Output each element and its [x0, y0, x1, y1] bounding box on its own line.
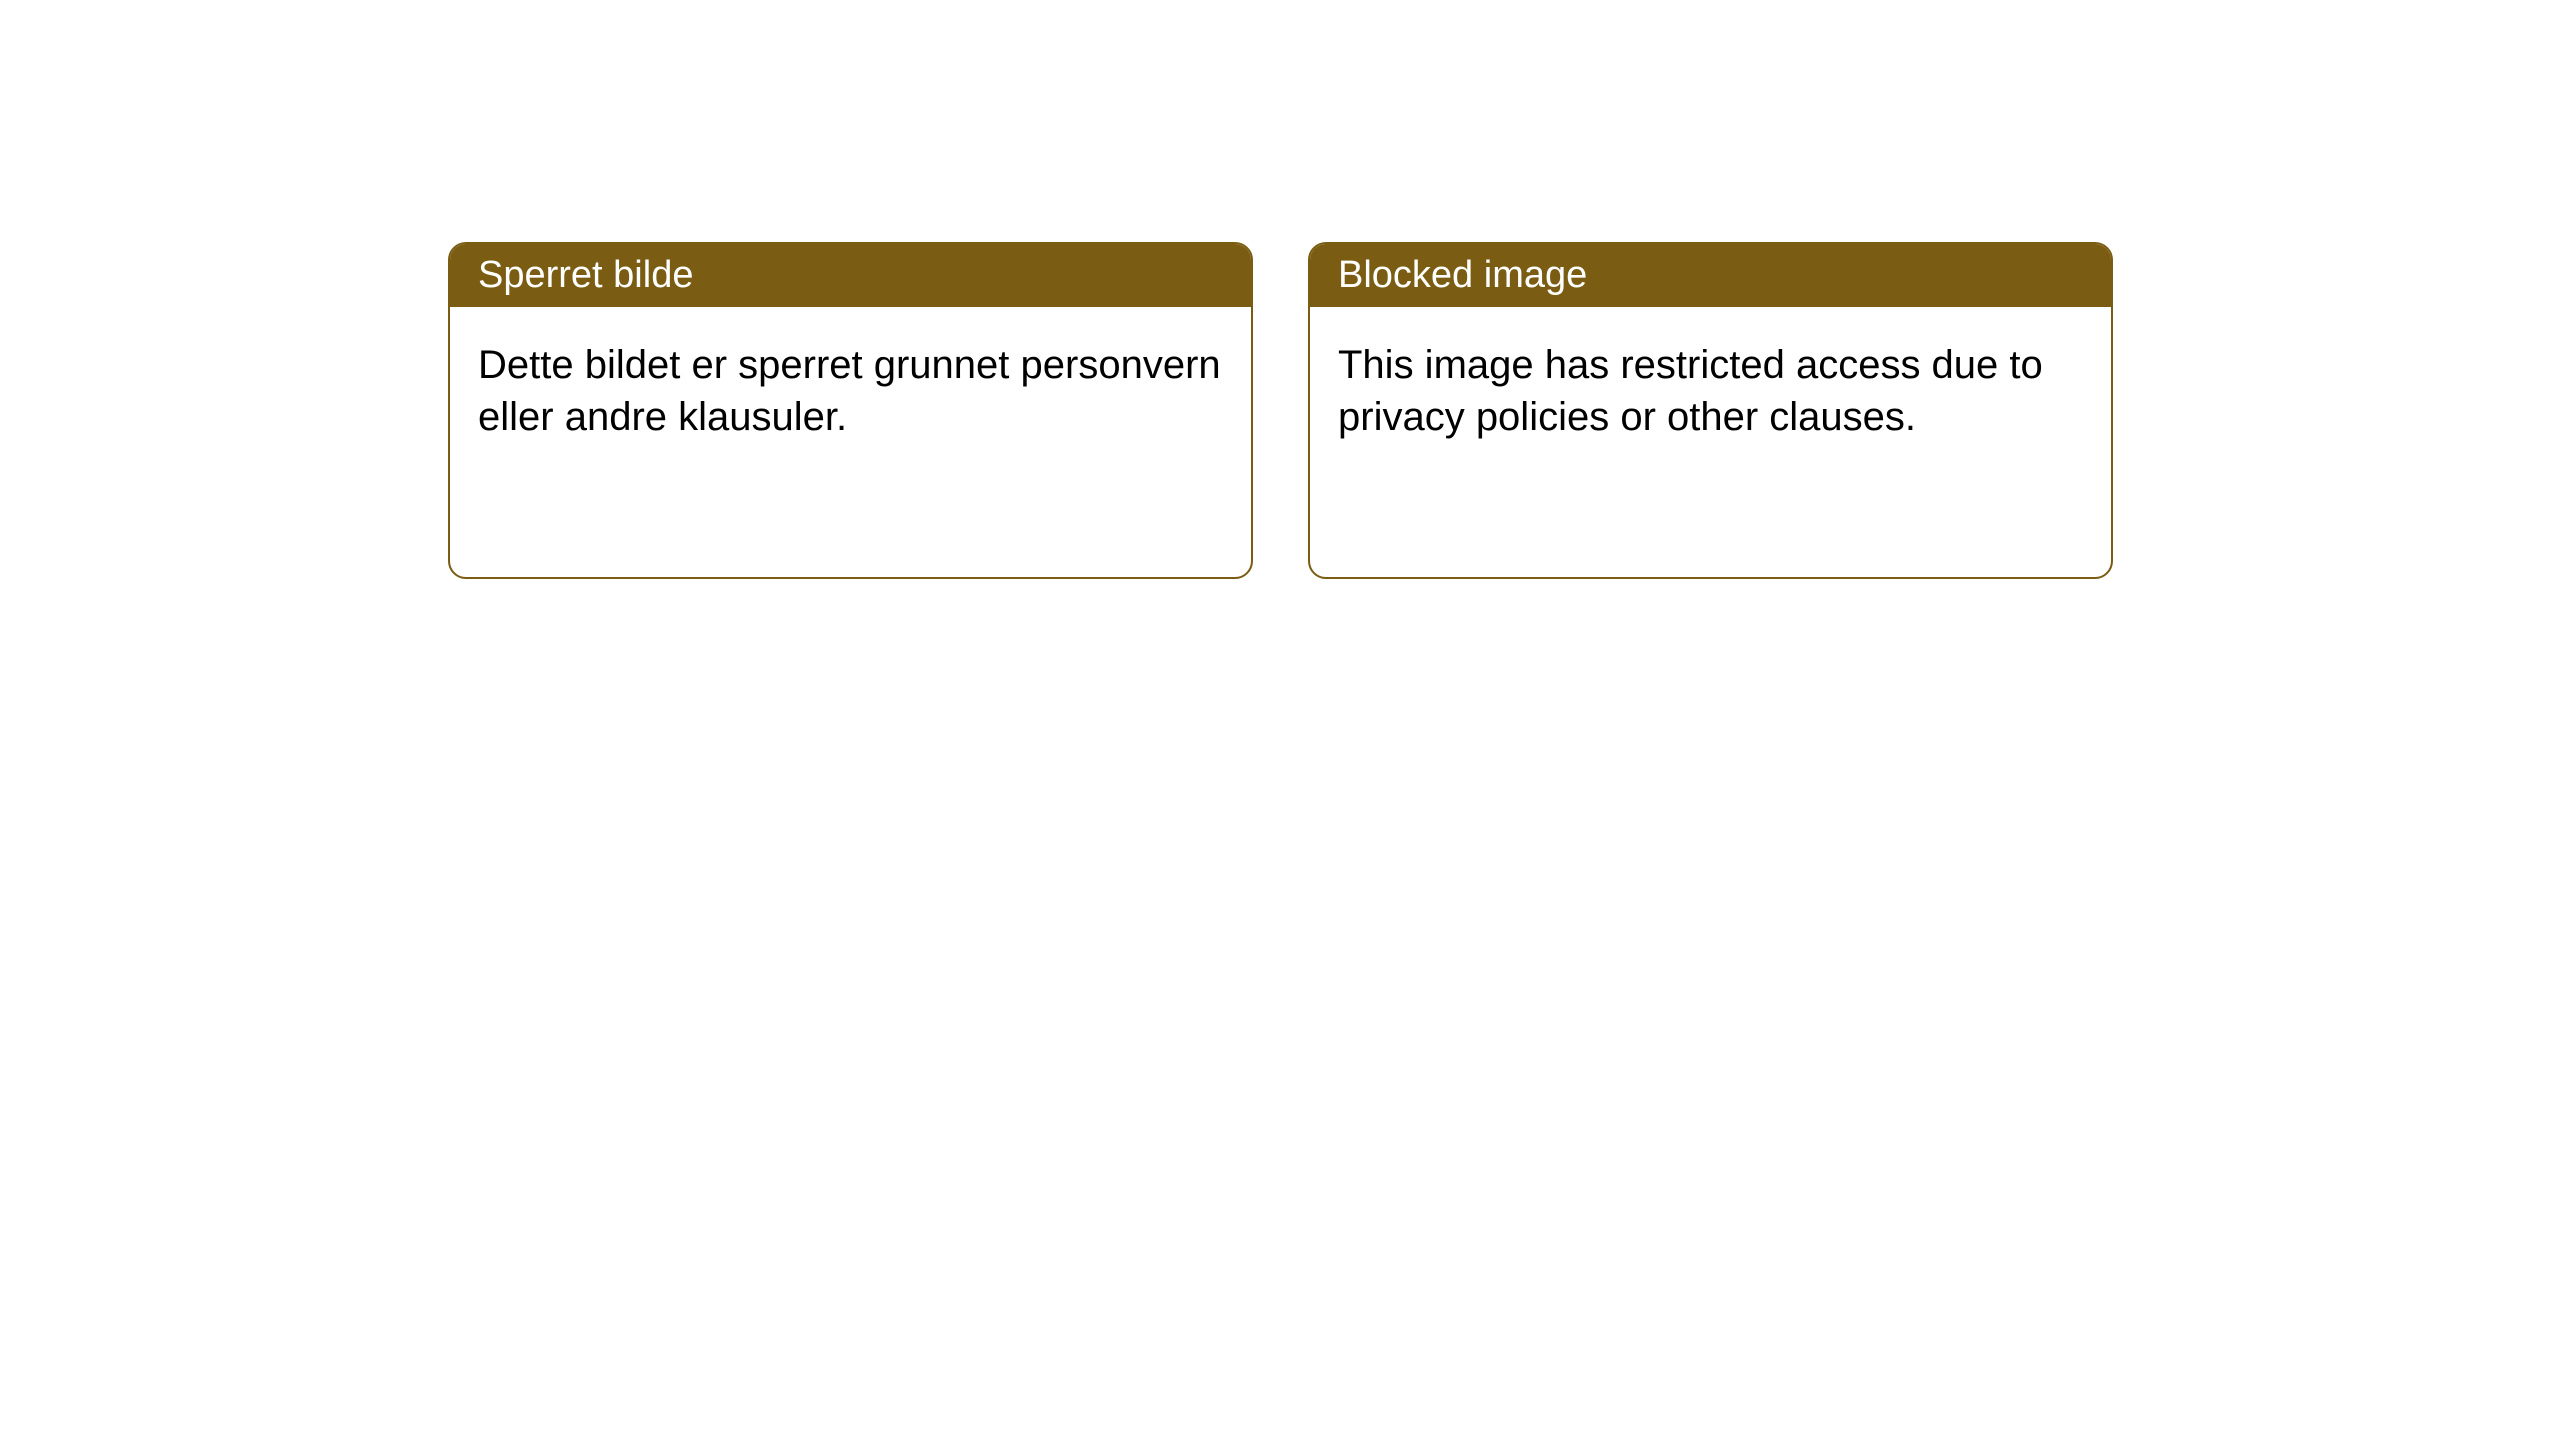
card-title: Sperret bilde: [478, 254, 693, 296]
card-message: This image has restricted access due to …: [1338, 343, 2043, 439]
notice-container: Sperret bilde Dette bildet er sperret gr…: [0, 0, 2560, 579]
card-title: Blocked image: [1338, 254, 1587, 296]
card-body: Dette bildet er sperret grunnet personve…: [450, 307, 1251, 577]
card-header: Sperret bilde: [450, 244, 1251, 307]
card-body: This image has restricted access due to …: [1310, 307, 2111, 577]
card-message: Dette bildet er sperret grunnet personve…: [478, 343, 1221, 439]
card-header: Blocked image: [1310, 244, 2111, 307]
notice-card-norwegian: Sperret bilde Dette bildet er sperret gr…: [448, 242, 1253, 579]
notice-card-english: Blocked image This image has restricted …: [1308, 242, 2113, 579]
